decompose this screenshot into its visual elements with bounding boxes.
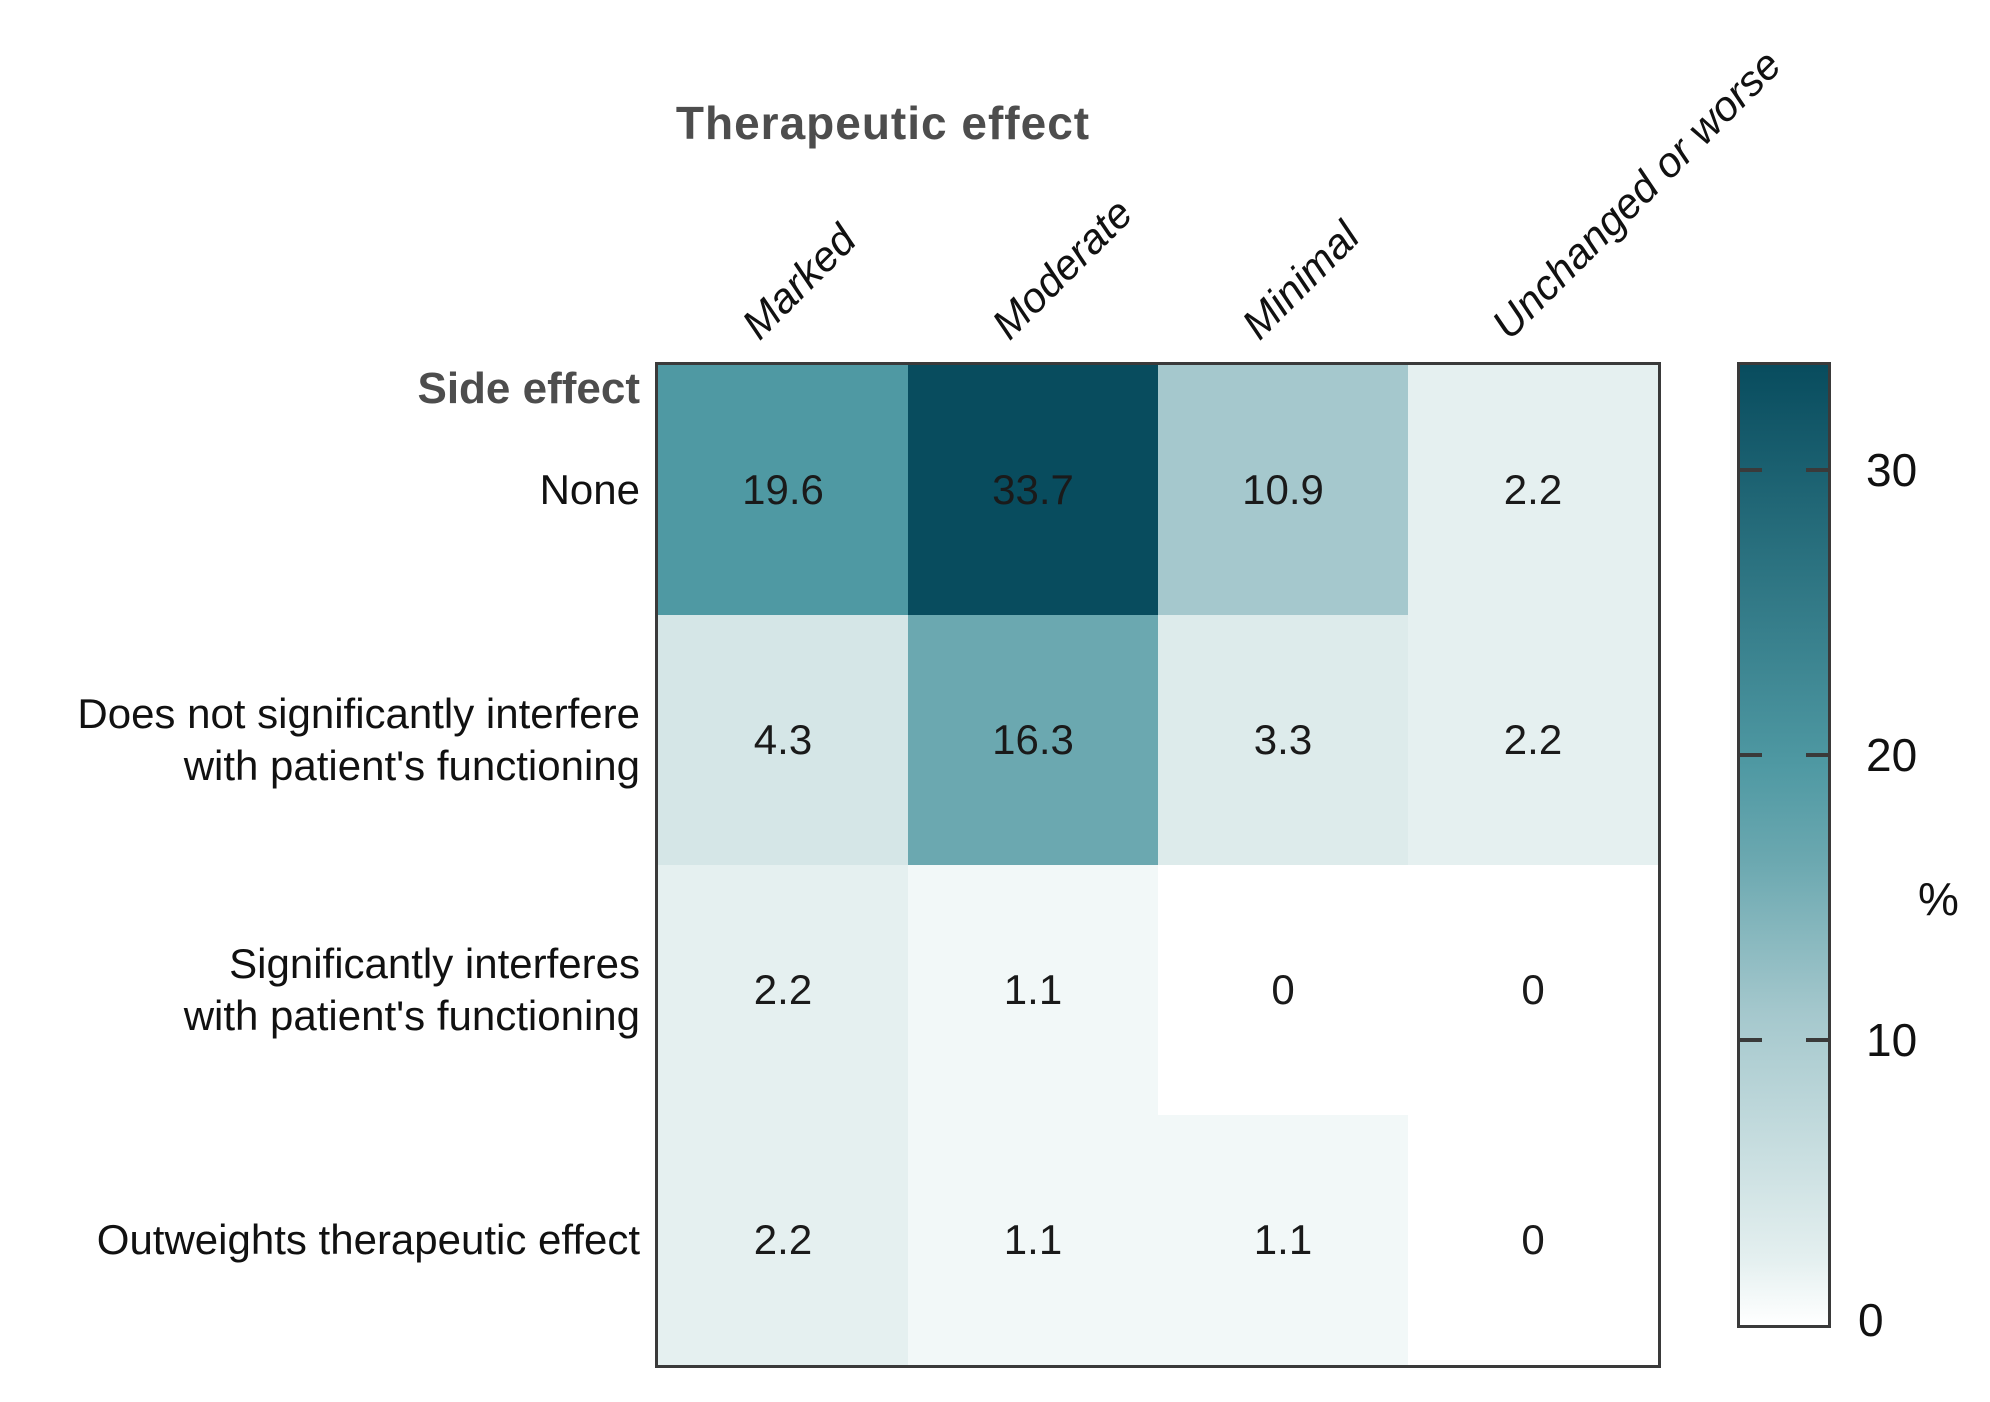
column-label: Marked (732, 215, 865, 348)
heatmap-cell: 4.3 (658, 615, 908, 865)
heatmap-cell: 16.3 (908, 615, 1158, 865)
colorbar-tick (1740, 1038, 1762, 1043)
heatmap-cell: 19.6 (658, 365, 908, 615)
heatmap-cell: 1.1 (908, 1115, 1158, 1365)
row-axis-title: Side effect (417, 364, 640, 413)
colorbar-unit-label: % (1918, 873, 1959, 925)
heatmap-cell: 33.7 (908, 365, 1158, 615)
colorbar-tick (1806, 468, 1828, 473)
column-label: Unchanged or worse (1482, 40, 1790, 348)
heatmap-cell: 1.1 (908, 865, 1158, 1115)
heatmap-cell: 2.2 (658, 865, 908, 1115)
colorbar-tick-label: 0 (1858, 1294, 1884, 1346)
heatmap-cell: 2.2 (658, 1115, 908, 1365)
row-label: None (539, 466, 640, 513)
column-label: Moderate (982, 189, 1142, 348)
row-label: Outweights therapeutic effect (96, 1216, 640, 1263)
heatmap-grid: 19.6 33.7 10.9 2.2 4.3 16.3 3.3 2.2 2.2 1.1 0 0 2.2 1… (655, 362, 1661, 1368)
colorbar-tick (1740, 468, 1762, 473)
colorbar-tick (1740, 753, 1762, 758)
colorbar-tick (1806, 1038, 1828, 1043)
colorbar-tick-label: 20 (1866, 729, 1918, 782)
column-label: Minimal (1232, 212, 1369, 348)
colorbar-tick-label: 10 (1866, 1014, 1918, 1067)
heatmap-cell: 3.3 (1158, 615, 1408, 865)
heatmap-cell: 2.2 (1408, 615, 1658, 865)
colorbar: 30 20 10 0 (1737, 362, 1917, 1346)
chart-title: Therapeutic effect (675, 97, 1091, 149)
colorbar-tick (1806, 753, 1828, 758)
row-label: Does not significantly interfere with pat… (77, 690, 640, 789)
row-label: Significantly interferes with patient's f… (183, 940, 640, 1039)
heatmap-cell: 1.1 (1158, 1115, 1408, 1365)
heatmap-cell: 0 (1408, 1115, 1658, 1365)
heatmap-cell: 2.2 (1408, 365, 1658, 615)
heatmap-cell: 10.9 (1158, 365, 1408, 615)
heatmap-cell: 0 (1158, 865, 1408, 1115)
colorbar-tick-label: 30 (1866, 444, 1918, 497)
heatmap-cell: 0 (1408, 865, 1658, 1115)
